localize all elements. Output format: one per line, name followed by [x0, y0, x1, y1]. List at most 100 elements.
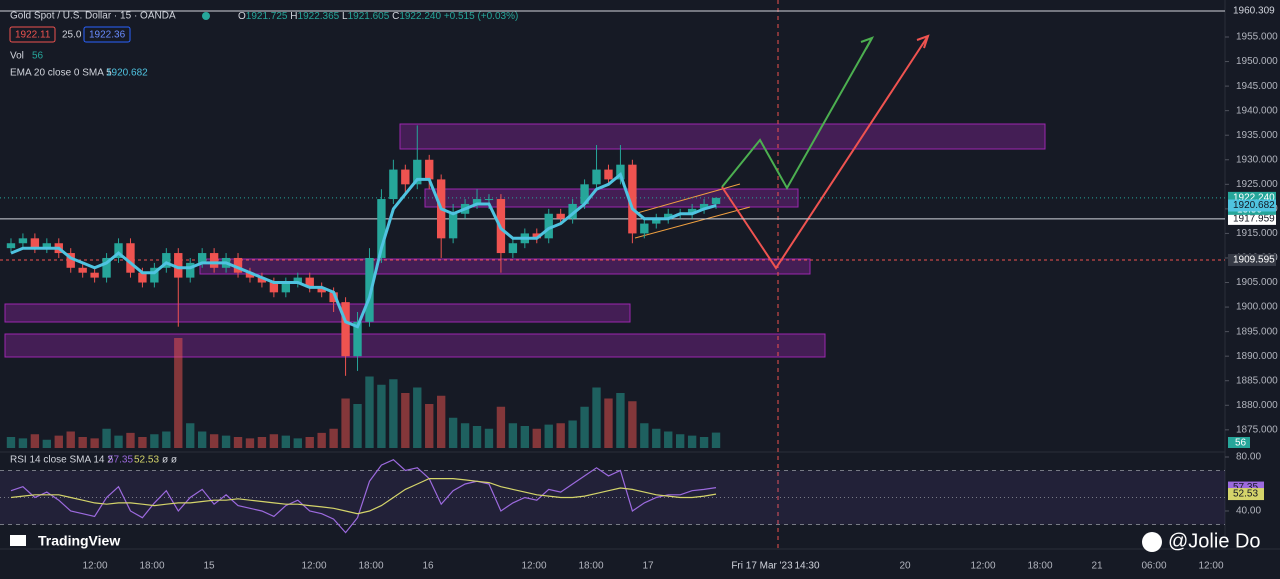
bid-box[interactable]	[9, 26, 56, 43]
candle-body	[90, 272, 99, 278]
candle-body	[365, 257, 374, 322]
volume-bar	[6, 437, 16, 448]
y-tick-label: 1950.000	[1236, 56, 1278, 67]
bid: 1922.11	[15, 30, 51, 41]
ask-box[interactable]	[83, 26, 131, 43]
candle-body	[18, 238, 28, 244]
top-price-badge	[1228, 4, 1276, 17]
volume-bar	[174, 338, 183, 448]
line-price-label: 1917.959	[1233, 214, 1275, 225]
y-tick-label: 1940.000	[1236, 105, 1278, 116]
candle-body	[544, 213, 553, 239]
zone	[4, 303, 631, 323]
candle-body	[114, 243, 123, 258]
volume-bar	[293, 438, 302, 448]
volume-bar	[329, 428, 338, 448]
candle-body	[126, 243, 135, 273]
candle-body	[341, 302, 350, 357]
x-tick-label: 14:30	[794, 561, 819, 572]
x-tick-label: 18:00	[578, 561, 603, 572]
x-tick-label: 21	[1091, 561, 1103, 572]
y-tick-label: 1955.000	[1236, 32, 1278, 43]
y-tick-label: 1875.000	[1236, 424, 1278, 435]
top-price-label: 1960.309	[1233, 6, 1275, 17]
brand: TradingView	[38, 533, 120, 549]
volume-bar	[209, 434, 219, 448]
volume-bar	[532, 428, 541, 448]
volume-bar	[472, 426, 482, 448]
volume-bar	[221, 435, 231, 448]
volume-bar	[90, 438, 99, 448]
ema-value: 1920.682	[106, 68, 148, 79]
volume-bar	[317, 432, 326, 448]
volume-bar	[341, 398, 350, 448]
candle-body	[6, 243, 16, 249]
candle-body	[389, 169, 398, 200]
candle-body	[699, 203, 709, 209]
channel-line	[629, 183, 741, 216]
candle-body	[138, 272, 147, 283]
y-tick-label: 1935.000	[1236, 130, 1278, 141]
zone	[4, 333, 826, 358]
candle-body	[78, 267, 87, 273]
ohlc-value: 1922.365	[298, 11, 340, 22]
candle-body	[508, 243, 518, 254]
ohlc-legend: O1921.725 H1922.365 L1921.605 C1922.240 …	[238, 11, 518, 22]
volume-bar	[114, 435, 123, 448]
y-tick-label: 1945.000	[1236, 81, 1278, 92]
candle-body	[245, 272, 255, 278]
x-tick-label: 18:00	[139, 561, 164, 572]
ohlc-key: C	[392, 11, 399, 22]
change: +0.515 (+0.03%)	[444, 11, 519, 22]
candle-body	[580, 184, 589, 204]
volume-bar	[616, 393, 625, 448]
candle-body	[628, 164, 637, 234]
volume-bar	[520, 426, 530, 448]
candle-body	[472, 199, 482, 204]
volume-bar	[687, 435, 697, 448]
candle-body	[186, 262, 195, 278]
candle-body	[233, 257, 243, 273]
ema-price-label: 1920.682	[1233, 200, 1275, 211]
candle-body	[102, 257, 111, 278]
arrow-head	[860, 36, 875, 50]
x-tick-label: 12:00	[82, 561, 107, 572]
volume-bar	[30, 434, 40, 448]
volume-bar	[628, 401, 637, 448]
volume-bar	[245, 438, 255, 448]
ask: 1922.36	[89, 30, 126, 41]
volume-bar	[257, 437, 267, 448]
ema-price-badge	[1228, 199, 1276, 212]
candle-body	[30, 238, 40, 249]
ohlc-value: 1921.605	[348, 11, 390, 22]
y-tick-label: 1925.000	[1236, 179, 1278, 190]
rsi-sma-value: 52.53	[134, 455, 159, 466]
volume-bar	[377, 384, 386, 448]
bull-arrow	[721, 37, 873, 191]
rsi-tick-label: 80.00	[1236, 452, 1261, 463]
candle-body	[401, 169, 410, 185]
candle-body	[209, 253, 219, 268]
ema-line	[10, 171, 717, 329]
volume-bar	[699, 437, 709, 448]
y-tick-label: 1930.000	[1236, 154, 1278, 165]
volume-bar	[138, 437, 147, 448]
candle-body	[197, 253, 207, 263]
candle-body	[592, 169, 601, 185]
candle-body	[150, 267, 159, 283]
volume-bar	[305, 437, 314, 448]
candle-body	[604, 169, 613, 180]
ohlc-value: 1922.240	[399, 11, 441, 22]
candle-body	[448, 213, 458, 239]
x-tick-label: 06:00	[1141, 561, 1166, 572]
volume-bar	[233, 437, 243, 448]
volume-bar	[389, 379, 398, 448]
candle-body	[687, 208, 697, 214]
x-tick-label: 12:00	[521, 561, 546, 572]
zone	[199, 258, 811, 275]
candle-body	[640, 223, 649, 234]
volume-bar	[150, 434, 159, 448]
candle-body	[616, 164, 625, 180]
volume-bar	[675, 434, 685, 448]
